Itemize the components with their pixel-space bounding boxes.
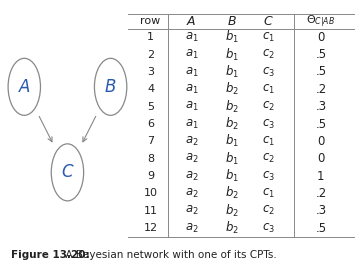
Text: $\it{C}$: $\it{C}$ xyxy=(61,163,74,181)
Text: 10: 10 xyxy=(143,188,158,198)
Text: $\mathit{b}_{1}$: $\mathit{b}_{1}$ xyxy=(225,168,239,184)
Circle shape xyxy=(51,144,84,201)
Text: $\mathit{c}_{3}$: $\mathit{c}_{3}$ xyxy=(262,170,275,183)
Text: 7: 7 xyxy=(147,136,154,146)
Text: $\mathit{a}_{2}$: $\mathit{a}_{2}$ xyxy=(185,152,198,165)
Text: $\mathit{a}_{1}$: $\mathit{a}_{1}$ xyxy=(185,117,198,131)
Text: $\it{A}$: $\it{A}$ xyxy=(18,78,31,96)
Text: $\mathit{b}_{2}$: $\mathit{b}_{2}$ xyxy=(225,203,239,219)
Text: .2: .2 xyxy=(315,83,327,96)
Text: .2: .2 xyxy=(315,187,327,200)
Text: $\mathit{b}_{1}$: $\mathit{b}_{1}$ xyxy=(225,133,239,149)
Text: 12: 12 xyxy=(143,223,158,233)
Text: .3: .3 xyxy=(315,100,327,113)
Text: .3: .3 xyxy=(315,204,327,217)
Text: $\mathit{b}_{2}$: $\mathit{b}_{2}$ xyxy=(225,81,239,97)
Text: 11: 11 xyxy=(143,206,158,216)
Text: $\it{B}$: $\it{B}$ xyxy=(104,78,117,96)
Circle shape xyxy=(8,58,40,115)
Text: 1: 1 xyxy=(317,170,325,183)
Text: $\mathit{c}_{2}$: $\mathit{c}_{2}$ xyxy=(262,100,275,113)
Text: 0: 0 xyxy=(317,135,324,148)
Text: Figure 13.20:: Figure 13.20: xyxy=(11,250,89,260)
Text: $B$: $B$ xyxy=(228,15,237,28)
Text: $\mathit{a}_{2}$: $\mathit{a}_{2}$ xyxy=(185,204,198,217)
Text: $\mathit{c}_{3}$: $\mathit{c}_{3}$ xyxy=(262,65,275,79)
Text: row: row xyxy=(140,16,161,26)
Text: $\mathit{a}_{2}$: $\mathit{a}_{2}$ xyxy=(185,135,198,148)
Text: $\mathit{b}_{2}$: $\mathit{b}_{2}$ xyxy=(225,185,239,201)
Text: $\mathit{a}_{1}$: $\mathit{a}_{1}$ xyxy=(185,83,198,96)
Text: $\mathit{b}_{2}$: $\mathit{b}_{2}$ xyxy=(225,220,239,236)
Text: $\mathit{c}_{3}$: $\mathit{c}_{3}$ xyxy=(262,222,275,235)
Text: .5: .5 xyxy=(315,66,327,79)
Text: $\mathit{c}_{1}$: $\mathit{c}_{1}$ xyxy=(262,31,275,44)
Text: 5: 5 xyxy=(147,102,154,112)
Text: $\mathit{a}_{1}$: $\mathit{a}_{1}$ xyxy=(185,31,198,44)
Text: A Bayesian network with one of its CPTs.: A Bayesian network with one of its CPTs. xyxy=(59,250,276,260)
Text: $\mathit{b}_{1}$: $\mathit{b}_{1}$ xyxy=(225,29,239,45)
Text: 4: 4 xyxy=(147,84,154,94)
Text: $\mathit{a}_{2}$: $\mathit{a}_{2}$ xyxy=(185,222,198,235)
Text: 0: 0 xyxy=(317,152,324,165)
Text: $\mathit{b}_{1}$: $\mathit{b}_{1}$ xyxy=(225,47,239,63)
Text: $\mathit{a}_{2}$: $\mathit{a}_{2}$ xyxy=(185,187,198,200)
Text: $\mathit{c}_{1}$: $\mathit{c}_{1}$ xyxy=(262,135,275,148)
Text: $\mathit{b}_{2}$: $\mathit{b}_{2}$ xyxy=(225,116,239,132)
Text: .5: .5 xyxy=(315,222,327,235)
Text: .5: .5 xyxy=(315,117,327,130)
Text: 1: 1 xyxy=(147,32,154,42)
Text: $\mathit{a}_{2}$: $\mathit{a}_{2}$ xyxy=(185,170,198,183)
Text: $\mathit{c}_{1}$: $\mathit{c}_{1}$ xyxy=(262,83,275,96)
Text: $\mathit{c}_{2}$: $\mathit{c}_{2}$ xyxy=(262,48,275,61)
Text: .5: .5 xyxy=(315,48,327,61)
Text: $\mathit{c}_{1}$: $\mathit{c}_{1}$ xyxy=(262,187,275,200)
Text: 3: 3 xyxy=(147,67,154,77)
Text: $\mathit{b}_{2}$: $\mathit{b}_{2}$ xyxy=(225,99,239,115)
Text: $\mathit{a}_{1}$: $\mathit{a}_{1}$ xyxy=(185,100,198,113)
Text: $\Theta_{C|AB}$: $\Theta_{C|AB}$ xyxy=(306,14,335,29)
Text: $A$: $A$ xyxy=(186,15,197,28)
Text: 9: 9 xyxy=(147,171,154,181)
Text: $\mathit{a}_{1}$: $\mathit{a}_{1}$ xyxy=(185,48,198,61)
Text: $\mathit{c}_{3}$: $\mathit{c}_{3}$ xyxy=(262,117,275,131)
Text: $\mathit{a}_{1}$: $\mathit{a}_{1}$ xyxy=(185,65,198,79)
Circle shape xyxy=(94,58,127,115)
Text: 8: 8 xyxy=(147,154,154,164)
Text: $\mathit{b}_{1}$: $\mathit{b}_{1}$ xyxy=(225,151,239,167)
Text: 2: 2 xyxy=(147,50,154,60)
Text: 6: 6 xyxy=(147,119,154,129)
Text: $\mathit{c}_{2}$: $\mathit{c}_{2}$ xyxy=(262,204,275,217)
Text: $C$: $C$ xyxy=(263,15,274,28)
Text: $\mathit{c}_{2}$: $\mathit{c}_{2}$ xyxy=(262,152,275,165)
Text: $\mathit{b}_{1}$: $\mathit{b}_{1}$ xyxy=(225,64,239,80)
Text: 0: 0 xyxy=(317,31,324,44)
